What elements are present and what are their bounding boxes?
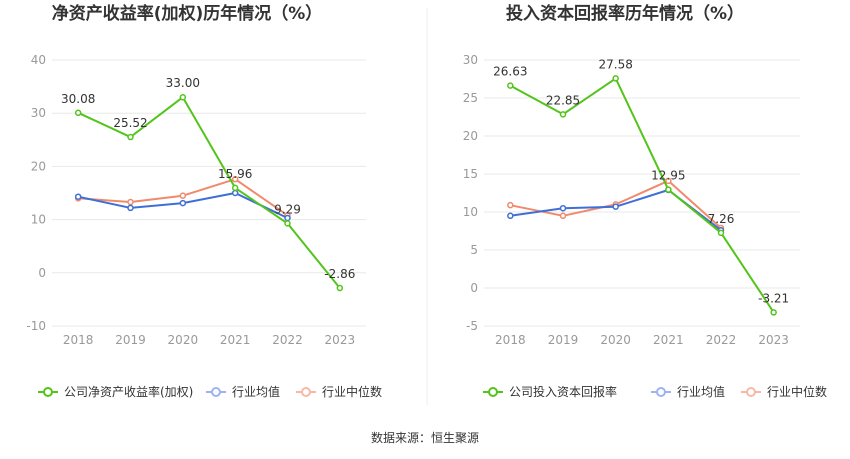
- chart-title-roic: 投入资本回报率历年情况（%）: [506, 3, 744, 24]
- roe-legend-swatch-marker: [301, 387, 311, 397]
- roic-industry-avg-point: [507, 212, 514, 220]
- roe-industry-avg-point: [231, 189, 239, 197]
- roic-x-tick-label: 2021: [653, 333, 684, 347]
- roe-y-tick-label: 30: [31, 106, 46, 120]
- roe-company-point: [336, 284, 344, 292]
- roe-x-tick-label: 2022: [272, 333, 303, 347]
- roe-data-label: 25.52: [113, 116, 147, 130]
- roic-data-label: 7.26: [708, 212, 735, 226]
- roe-company-point: [179, 93, 187, 101]
- roe-data-label: 15.96: [218, 167, 252, 181]
- roic-industry-avg-line: [510, 189, 722, 231]
- roic-company-point: [612, 75, 619, 82]
- roic-x-tick-label: 2023: [758, 333, 789, 347]
- roic-data-label: 26.63: [493, 65, 527, 79]
- roic-industry-median-point: [665, 177, 672, 185]
- roic-x-tick-label: 2018: [495, 333, 526, 347]
- roe-data-label: 33.00: [166, 76, 200, 90]
- roe-company-point: [284, 220, 291, 227]
- roic-y-tick-label: 25: [463, 91, 478, 105]
- roe-legend-swatch-marker: [211, 387, 221, 397]
- roic-y-tick-label: 30: [463, 53, 478, 67]
- roic-x-tick-label: 2022: [706, 333, 737, 347]
- roic-x-tick-label: 2019: [548, 333, 579, 347]
- roe-legend-label: 行业中位数: [322, 384, 382, 399]
- roic-x-tick-label: 2020: [600, 333, 631, 347]
- roe-y-tick-label: 40: [31, 53, 46, 67]
- roe-legend-swatch-marker: [43, 387, 53, 397]
- roic-company-point: [665, 186, 672, 193]
- roe-company-line: [77, 96, 341, 289]
- roe-x-tick-label: 2023: [325, 333, 356, 347]
- roe-y-tick-label: -10: [26, 319, 46, 333]
- roic-industry-avg-point: [559, 204, 567, 212]
- roe-x-tick-label: 2020: [168, 333, 199, 347]
- roic-data-label: 12.95: [651, 169, 685, 183]
- roic-company-point: [559, 111, 567, 118]
- roic-legend-label: 公司投入资本回报率: [509, 384, 617, 399]
- roic-y-tick-label: -5: [466, 319, 478, 333]
- roe-company-point: [74, 109, 82, 117]
- roic-legend-label: 行业均值: [677, 384, 725, 399]
- roic-y-tick-label: 15: [463, 167, 478, 181]
- roic-y-tick-label: 5: [470, 243, 478, 257]
- roe-industry-avg-point: [179, 199, 187, 207]
- roic-y-tick-label: 10: [463, 205, 478, 219]
- roe-data-label: 30.08: [61, 92, 95, 106]
- data-source-note: 数据来源：恒生聚源: [371, 430, 479, 445]
- roe-industry-median-point: [179, 192, 187, 199]
- roic-industry-avg-point: [612, 203, 619, 210]
- roic-y-tick-label: 0: [470, 281, 478, 295]
- roic-data-label: 27.58: [598, 57, 632, 71]
- roic-company-point: [770, 309, 777, 316]
- roe-company-point: [231, 184, 239, 192]
- roic-legend-label: 行业中位数: [767, 384, 827, 399]
- roic-legend-swatch-marker: [488, 387, 498, 397]
- roe-industry-avg-point: [127, 204, 134, 212]
- roe-legend-label: 行业均值: [232, 384, 280, 399]
- roe-industry-median-point: [127, 198, 134, 206]
- roe-industry-avg-point: [74, 193, 82, 200]
- roic-legend-swatch-marker: [746, 387, 756, 397]
- roic-data-label: 22.85: [546, 93, 580, 107]
- roic-company-line: [509, 77, 775, 313]
- roe-company-point: [127, 133, 134, 141]
- roe-industry-median-point: [231, 175, 239, 183]
- roic-industry-median-point: [559, 212, 567, 220]
- roe-x-tick-label: 2018: [63, 333, 94, 347]
- roic-industry-median-point: [507, 201, 514, 209]
- roe-y-tick-label: 10: [31, 213, 46, 227]
- roic-y-tick-label: 20: [463, 129, 478, 143]
- roe-x-tick-label: 2021: [220, 333, 251, 347]
- roic-company-point: [717, 229, 725, 237]
- roe-y-tick-label: 0: [38, 266, 46, 280]
- roic-data-label: -3.21: [758, 291, 789, 305]
- roic-legend-swatch-marker: [656, 387, 666, 397]
- roe-data-label: -2.86: [324, 267, 355, 281]
- roic-company-point: [507, 82, 514, 89]
- roe-y-tick-label: 20: [31, 159, 46, 173]
- roe-data-label: 9.29: [274, 202, 301, 216]
- roe-legend-label: 公司净资产收益率(加权): [64, 384, 193, 399]
- chart-title-roe: 净资产收益率(加权)历年情况（%）: [52, 3, 323, 24]
- roe-x-tick-label: 2019: [115, 333, 146, 347]
